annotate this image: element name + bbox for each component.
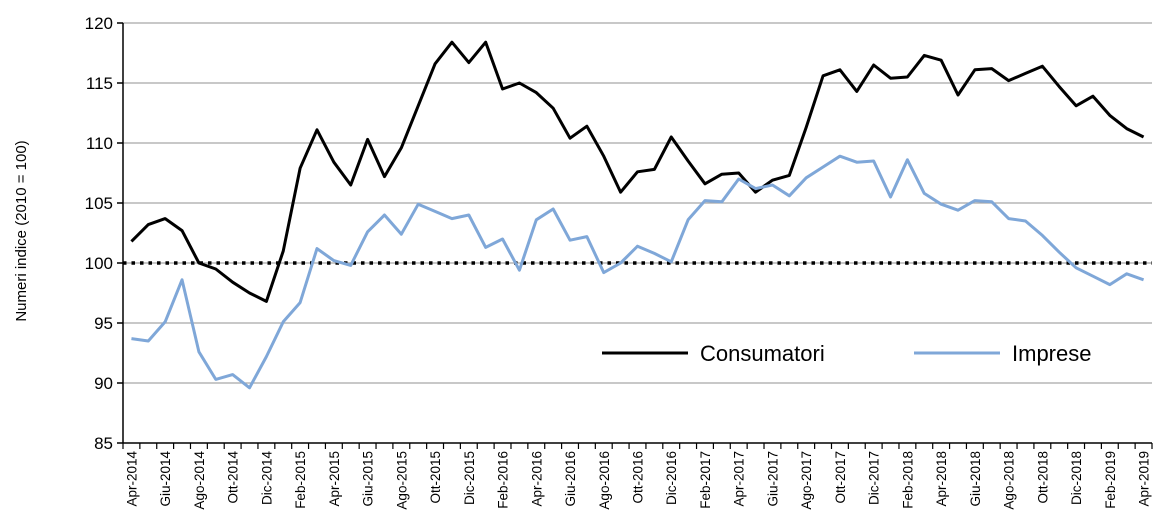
y-tick-label: 85 <box>94 434 113 453</box>
x-tick-label: Feb-2015 <box>293 451 308 509</box>
x-tick-label: Ago-2016 <box>597 451 612 510</box>
x-tick-label: Apr-2018 <box>934 451 949 507</box>
series-lines <box>130 40 1145 390</box>
legend: Consumatori Imprese <box>602 341 1091 366</box>
y-tick-label: 90 <box>94 374 113 393</box>
x-tick-label: Ago-2015 <box>394 451 409 510</box>
y-tick-label: 110 <box>86 134 113 153</box>
x-tick-label: Ago-2018 <box>1002 451 1017 510</box>
axes <box>122 23 1152 444</box>
y-tick-label: 105 <box>85 194 113 213</box>
x-tick-label: Giu-2015 <box>361 451 376 507</box>
x-tick-label: Apr-2015 <box>327 451 342 507</box>
x-tick-label: Ott-2015 <box>428 451 443 504</box>
x-tick-label: Apr-2016 <box>529 451 544 507</box>
x-tick-label: Dic-2018 <box>1069 451 1084 505</box>
series-line-consumatori <box>130 40 1145 303</box>
x-tick-label: Ott-2017 <box>833 451 848 504</box>
x-tick-label: Feb-2016 <box>496 451 511 509</box>
x-tick-label: Giu-2018 <box>968 451 983 507</box>
x-tick-label: Feb-2018 <box>900 451 915 509</box>
x-tick-label: Ott-2018 <box>1035 451 1050 504</box>
x-tick-label: Apr-2014 <box>124 451 139 507</box>
y-tick-label: 95 <box>94 314 113 333</box>
x-tick-label: Giu-2017 <box>765 451 780 507</box>
x-tick-label: Ott-2016 <box>631 451 646 504</box>
x-tick-label: Dic-2014 <box>259 451 274 506</box>
x-tick-label: Dic-2015 <box>462 451 477 505</box>
y-tick-label: 100 <box>85 254 113 273</box>
legend-label-imprese: Imprese <box>1012 341 1091 366</box>
x-tick-label: Apr-2017 <box>732 451 747 507</box>
series-line-imprese <box>131 154 1145 390</box>
y-tick-label: 115 <box>86 74 113 93</box>
x-axis-ticks: Apr-2014 Giu-2014 Ago-2014 Ott-2014 Dic-2014… <box>122 443 1153 510</box>
x-tick-label: Apr-2019 <box>1137 451 1152 507</box>
x-tick-label: Ago-2017 <box>799 451 814 510</box>
y-tick-label: 120 <box>85 14 113 33</box>
y-axis-ticks: 85 90 95 100 105 110 115 120 <box>85 14 123 453</box>
x-tick-label: Dic-2016 <box>664 451 679 505</box>
x-tick-label: Giu-2014 <box>158 451 173 507</box>
x-tick-label: Feb-2017 <box>698 451 713 509</box>
x-tick-label: Giu-2016 <box>563 451 578 507</box>
legend-label-consumatori: Consumatori <box>700 341 825 366</box>
gridlines <box>123 22 1152 384</box>
y-axis-title: Numeri indice (2010 = 100) <box>13 140 30 321</box>
x-tick-label: Ago-2014 <box>192 451 207 510</box>
x-tick-label: Dic-2017 <box>867 451 882 505</box>
x-tick-label: Feb-2019 <box>1103 451 1118 509</box>
x-tick-label: Ott-2014 <box>226 451 241 504</box>
